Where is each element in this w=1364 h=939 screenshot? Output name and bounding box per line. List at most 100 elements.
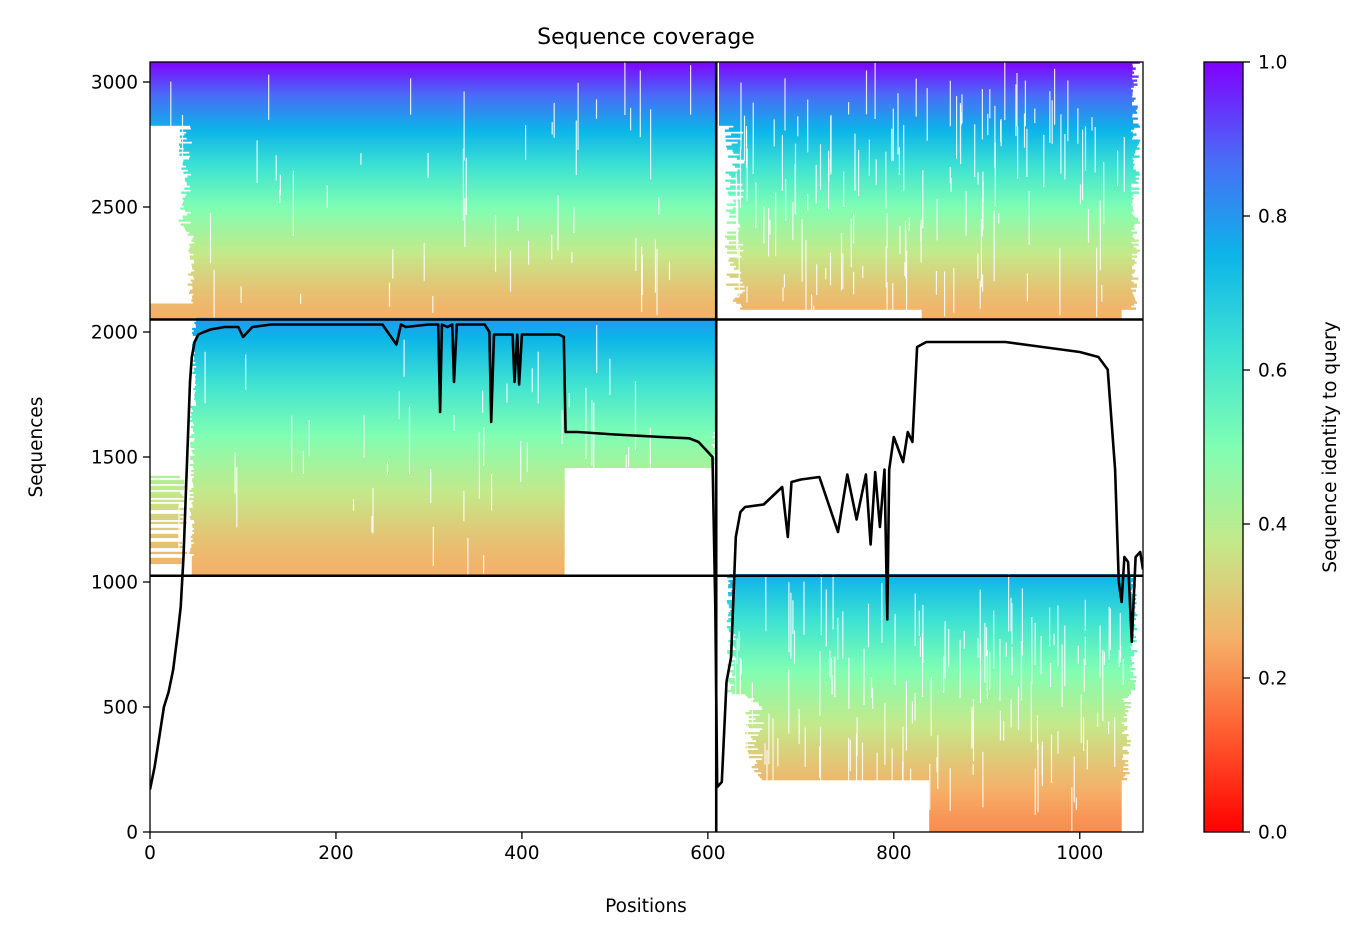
alignment-row <box>731 143 1139 146</box>
alignment-row <box>736 177 1139 180</box>
alignment-gap <box>1103 651 1105 665</box>
alignment-gap <box>1015 84 1017 137</box>
alignment-row <box>181 139 717 142</box>
alignment-row <box>150 507 185 511</box>
alignment-row <box>748 716 1124 719</box>
alignment-row <box>719 101 1133 104</box>
alignment-gap <box>734 657 737 708</box>
alignment-row <box>189 463 714 467</box>
alignment-row <box>195 379 717 382</box>
alignment-row <box>190 455 715 459</box>
alignment-gap <box>813 305 815 319</box>
alignment-row <box>735 165 1134 168</box>
alignment-gap <box>300 293 302 304</box>
alignment-gap <box>994 142 996 207</box>
alignment-row <box>191 567 565 571</box>
alignment-row <box>195 389 717 392</box>
alignment-row <box>762 708 1126 711</box>
alignment-row <box>725 135 1134 138</box>
alignment-row <box>719 73 1133 76</box>
alignment-row <box>735 658 1132 661</box>
alignment-row <box>728 618 1137 621</box>
alignment-row <box>183 205 717 208</box>
alignment-row <box>192 267 717 270</box>
colorbar-tick-label: 0.2 <box>1258 669 1287 690</box>
alignment-gap <box>1049 91 1051 143</box>
alignment-gap <box>432 526 434 566</box>
alignment-row <box>194 423 717 427</box>
alignment-gap <box>1119 613 1121 663</box>
alignment-row <box>150 117 717 120</box>
alignment-row <box>748 752 1129 755</box>
alignment-row <box>150 89 717 92</box>
alignment-row <box>185 229 717 232</box>
alignment-row <box>727 652 1135 655</box>
alignment-gap <box>853 271 855 295</box>
alignment-gap <box>291 415 293 473</box>
y-tick-label: 0 <box>126 823 138 844</box>
alignment-gap <box>876 752 878 794</box>
alignment-gap <box>745 126 748 169</box>
alignment-row <box>757 748 1123 751</box>
alignment-row <box>190 221 717 224</box>
alignment-row <box>194 395 717 399</box>
alignment-gap <box>649 427 651 483</box>
alignment-gap <box>1075 797 1077 810</box>
alignment-row <box>186 193 717 196</box>
x-tick-label: 0 <box>144 843 156 864</box>
alignment-gap <box>828 158 830 183</box>
y-tick-label: 1500 <box>91 448 138 469</box>
alignment-row <box>725 209 1134 212</box>
alignment-gap <box>884 703 886 765</box>
alignment-gap <box>392 249 394 279</box>
alignment-gap <box>977 253 979 279</box>
alignment-gap <box>830 657 833 685</box>
alignment-row <box>191 557 565 561</box>
alignment-row <box>195 381 717 384</box>
alignment-row <box>732 149 1136 152</box>
alignment-gap <box>1099 625 1101 678</box>
alignment-row <box>719 121 1134 124</box>
alignment-row <box>755 718 1128 721</box>
alignment-row <box>729 275 1133 278</box>
alignment-row <box>725 171 1140 174</box>
alignment-row <box>150 545 184 549</box>
alignment-gap <box>837 617 839 660</box>
alignment-gap <box>960 105 962 165</box>
alignment-gap <box>797 116 799 137</box>
alignment-gap <box>971 706 973 748</box>
y-tick-label: 2500 <box>91 198 138 219</box>
alignment-row <box>725 139 1141 142</box>
alignment-gap <box>678 495 680 556</box>
x-tick-label: 1000 <box>1056 843 1103 864</box>
alignment-gap <box>803 581 805 635</box>
alignment-gap <box>593 402 595 474</box>
alignment-row <box>189 231 717 234</box>
alignment-row <box>929 800 1122 803</box>
colorbar-tick-label: 0.8 <box>1258 207 1287 228</box>
alignment-row <box>191 543 565 547</box>
alignment-gap <box>769 219 771 235</box>
alignment-gap <box>856 717 858 757</box>
alignment-gap <box>1097 712 1099 727</box>
alignment-gap <box>635 237 637 272</box>
alignment-gap <box>1118 650 1120 668</box>
colorbar <box>1203 61 1244 833</box>
alignment-row <box>193 421 717 425</box>
alignment-row <box>728 155 1140 158</box>
alignment-row <box>192 237 717 240</box>
alignment-row <box>752 738 1127 741</box>
alignment-row <box>730 610 1133 613</box>
alignment-row <box>150 513 186 517</box>
alignment-gap <box>846 788 848 825</box>
alignment-gap <box>972 764 974 775</box>
alignment-gap <box>275 155 277 181</box>
alignment-gap <box>772 718 774 788</box>
alignment-gap <box>994 105 996 168</box>
alignment-row <box>187 233 717 236</box>
alignment-gap <box>831 675 833 695</box>
alignment-gap <box>842 253 844 289</box>
alignment-row <box>728 586 1136 589</box>
alignment-row <box>761 772 1130 775</box>
